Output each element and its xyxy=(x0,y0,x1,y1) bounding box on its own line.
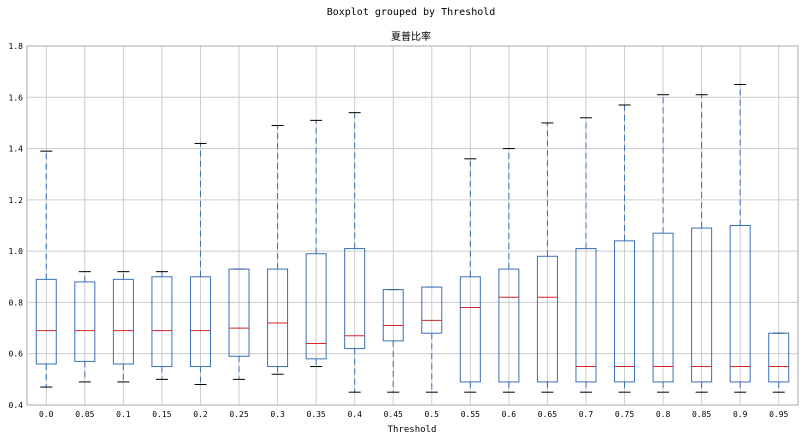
iqr-box xyxy=(112,278,134,365)
iqr-box xyxy=(189,276,211,368)
x-tick-label: 0.35 xyxy=(306,410,325,419)
box-0.7 xyxy=(575,117,597,393)
y-axis-ticks: 0.4 0.6 0.8 1.0 1.2 1.4 1.6 1.8 xyxy=(9,42,24,410)
iqr-box xyxy=(729,225,751,383)
box-0.65 xyxy=(536,122,558,393)
y-tick-label: 1.4 xyxy=(9,145,24,154)
box-0.2 xyxy=(189,142,211,385)
x-tick-label: 0.4 xyxy=(347,410,362,419)
x-tick-label: 0.95 xyxy=(769,410,788,419)
box-0.0 xyxy=(35,150,57,388)
box-0.85 xyxy=(691,94,713,393)
box-0.1 xyxy=(112,271,134,383)
x-tick-label: 0.6 xyxy=(502,410,517,419)
x-tick-label: 0.65 xyxy=(538,410,557,419)
x-tick-label: 0.2 xyxy=(193,410,208,419)
box-0.15 xyxy=(151,271,173,380)
x-tick-label: 0.85 xyxy=(692,410,711,419)
x-axis-label: Threshold xyxy=(388,425,437,435)
iqr-box xyxy=(536,255,558,383)
iqr-box xyxy=(575,248,597,383)
x-tick-label: 0.55 xyxy=(461,410,480,419)
box-0.95 xyxy=(768,332,790,393)
x-axis-ticks: 0.0 0.05 0.1 0.15 0.2 0.25 0.3 0.35 0.4 0.45 0.5 0.… xyxy=(39,410,788,419)
x-tick-label: 0.75 xyxy=(615,410,634,419)
boxes xyxy=(35,83,790,393)
iqr-box xyxy=(614,240,636,383)
box-0.6 xyxy=(498,148,520,393)
x-tick-label: 0.05 xyxy=(75,410,94,419)
x-tick-label: 0.1 xyxy=(116,410,131,419)
x-tick-label: 0.9 xyxy=(733,410,748,419)
chart-title: 夏普比率 xyxy=(391,30,431,43)
x-tick-label: 0.3 xyxy=(270,410,285,419)
box-0.8 xyxy=(652,94,674,393)
iqr-box xyxy=(74,281,96,362)
x-tick-label: 0.0 xyxy=(39,410,54,419)
x-tick-label: 0.45 xyxy=(384,410,403,419)
iqr-box xyxy=(151,276,173,368)
y-tick-label: 1.8 xyxy=(9,42,24,51)
plot-area xyxy=(26,45,799,406)
x-tick-label: 0.8 xyxy=(656,410,671,419)
box-0.45 xyxy=(382,289,404,393)
iqr-box xyxy=(344,248,366,350)
iqr-box xyxy=(498,268,520,383)
box-0.55 xyxy=(459,158,481,393)
iqr-box xyxy=(421,286,443,334)
x-tick-label: 0.15 xyxy=(152,410,171,419)
y-tick-label: 1.6 xyxy=(9,93,24,102)
iqr-box xyxy=(267,268,289,368)
x-tick-label: 0.5 xyxy=(425,410,440,419)
grid-lines xyxy=(27,45,798,406)
box-0.9 xyxy=(729,83,751,393)
box-0.5 xyxy=(421,286,443,393)
y-tick-label: 1.2 xyxy=(9,196,24,205)
iqr-box xyxy=(768,332,790,383)
box-0.05 xyxy=(74,271,96,383)
y-tick-label: 0.4 xyxy=(9,401,24,410)
box-0.35 xyxy=(305,119,327,368)
x-tick-label: 0.7 xyxy=(579,410,594,419)
iqr-box xyxy=(228,268,250,357)
iqr-box xyxy=(305,253,327,360)
x-tick-label: 0.25 xyxy=(229,410,248,419)
iqr-box xyxy=(382,289,404,342)
y-tick-label: 0.6 xyxy=(9,350,24,359)
box-0.3 xyxy=(267,124,289,375)
iqr-box xyxy=(652,232,674,383)
box-0.25 xyxy=(228,268,250,380)
chart-suptitle: Boxplot grouped by Threshold xyxy=(327,7,496,18)
iqr-box xyxy=(459,276,481,383)
y-tick-label: 0.8 xyxy=(9,298,24,307)
box-0.75 xyxy=(614,104,636,393)
y-tick-label: 1.0 xyxy=(9,247,24,256)
iqr-box xyxy=(35,278,57,365)
iqr-box xyxy=(691,227,713,383)
box-0.4 xyxy=(344,112,366,393)
